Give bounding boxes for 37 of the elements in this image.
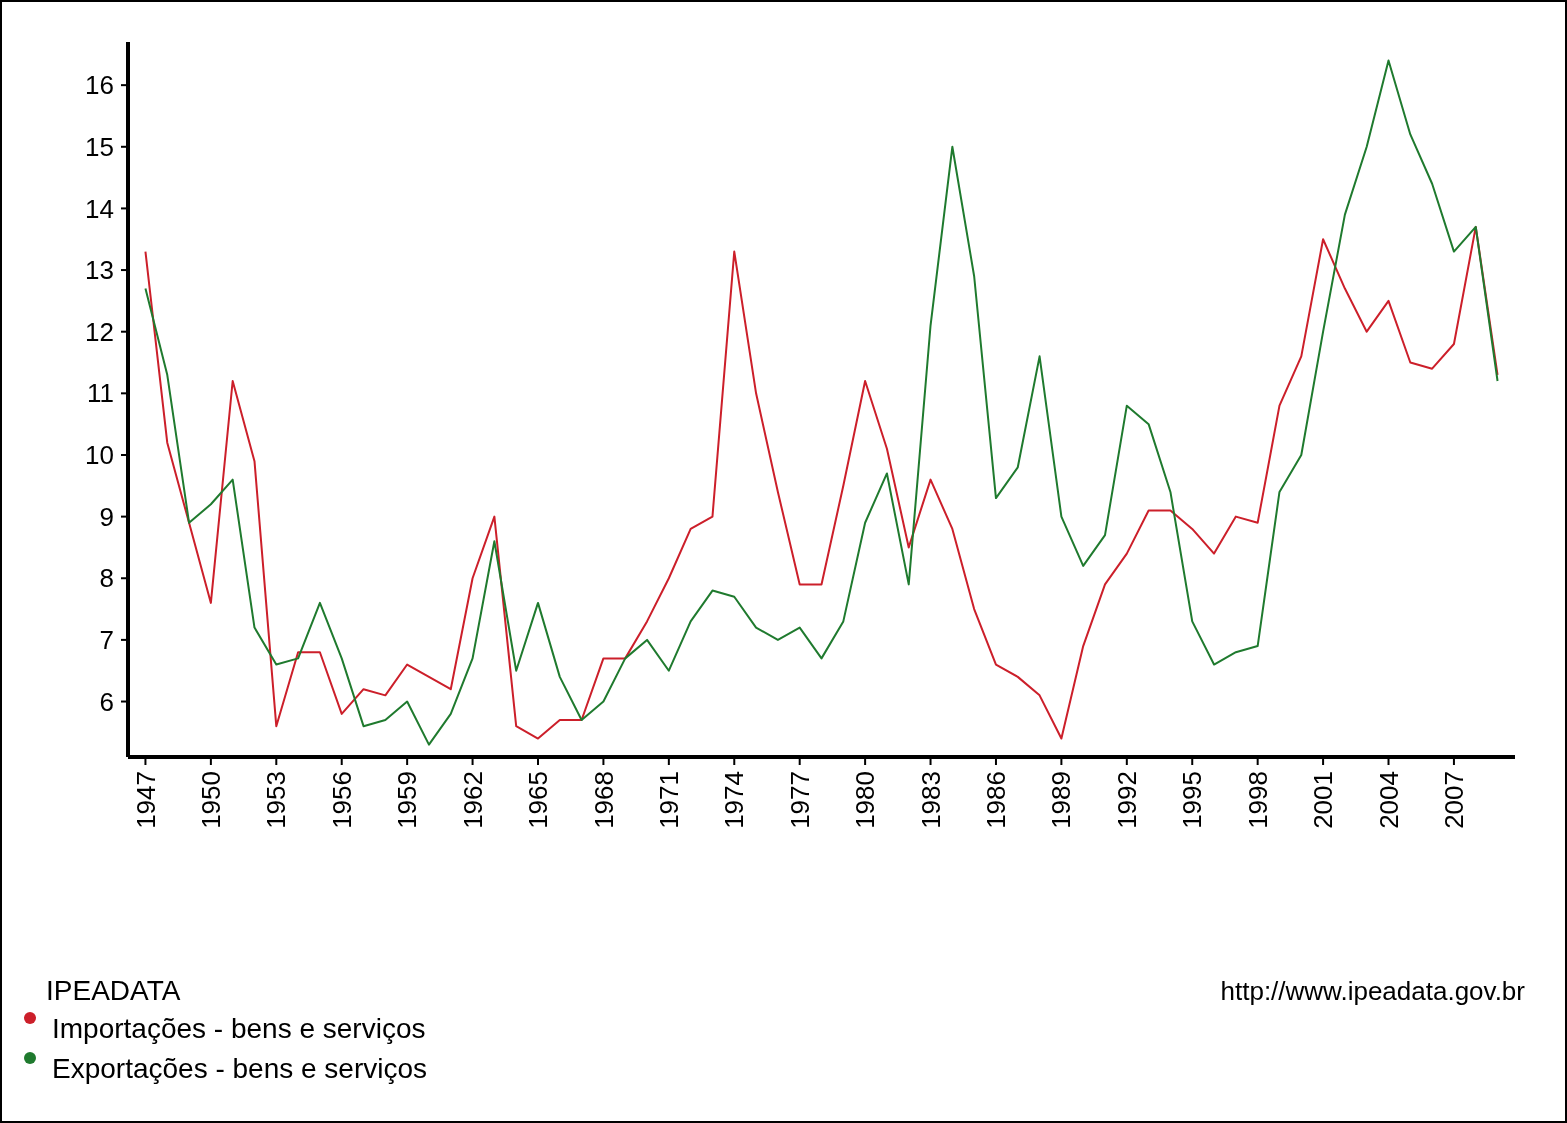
x-tick-label: 1974 (719, 771, 750, 829)
y-tick-label: 7 (99, 624, 114, 655)
x-tick-label: 1950 (195, 771, 226, 829)
y-tick-label: 10 (85, 440, 114, 471)
x-tick-label: 1953 (261, 771, 292, 829)
y-tick-label: 13 (85, 255, 114, 286)
y-tick-label: 6 (99, 686, 114, 717)
y-tick-label: 11 (87, 378, 114, 409)
legend-title: IPEADATA (46, 975, 181, 1006)
x-tick-label: 1965 (523, 771, 554, 829)
text: http://www.ipeadata.gov.br (1220, 976, 1526, 1006)
x-tick-label: 1998 (1242, 771, 1273, 829)
x-tick-label: 1992 (1111, 771, 1142, 829)
y-tick-label: 15 (85, 131, 114, 162)
x-tick-label: 1977 (784, 771, 815, 829)
x-tick-label: 2004 (1373, 771, 1404, 829)
x-tick-label: 1986 (981, 771, 1012, 829)
y-tick-label: 12 (85, 316, 114, 347)
legend-label: Exportações - bens e serviços (52, 1053, 428, 1084)
x-tick-label: 2001 (1308, 771, 1339, 829)
legend-label: Importações - bens e serviços (52, 1013, 426, 1044)
line-series (144, 59, 1499, 746)
x-tick-label: 1983 (915, 771, 946, 829)
x-tick-label: 1962 (457, 771, 488, 829)
x-tick-label: 2007 (1439, 771, 1470, 829)
x-tick-label: 1971 (653, 771, 684, 829)
y-tick-label: 14 (85, 193, 114, 224)
x-tick-label: 1995 (1177, 771, 1208, 829)
x-tick-label: 1980 (850, 771, 881, 829)
x-tick-label: 1968 (588, 771, 619, 829)
y-tick-label: 16 (85, 70, 114, 101)
y-tick-label: 8 (99, 563, 114, 594)
x-tick-label: 1959 (392, 771, 423, 829)
x-tick-label: 1956 (326, 771, 357, 829)
y-tick-label: 9 (99, 501, 114, 532)
x-tick-label: 1989 (1046, 771, 1077, 829)
x-tick-label: 1947 (130, 771, 161, 829)
